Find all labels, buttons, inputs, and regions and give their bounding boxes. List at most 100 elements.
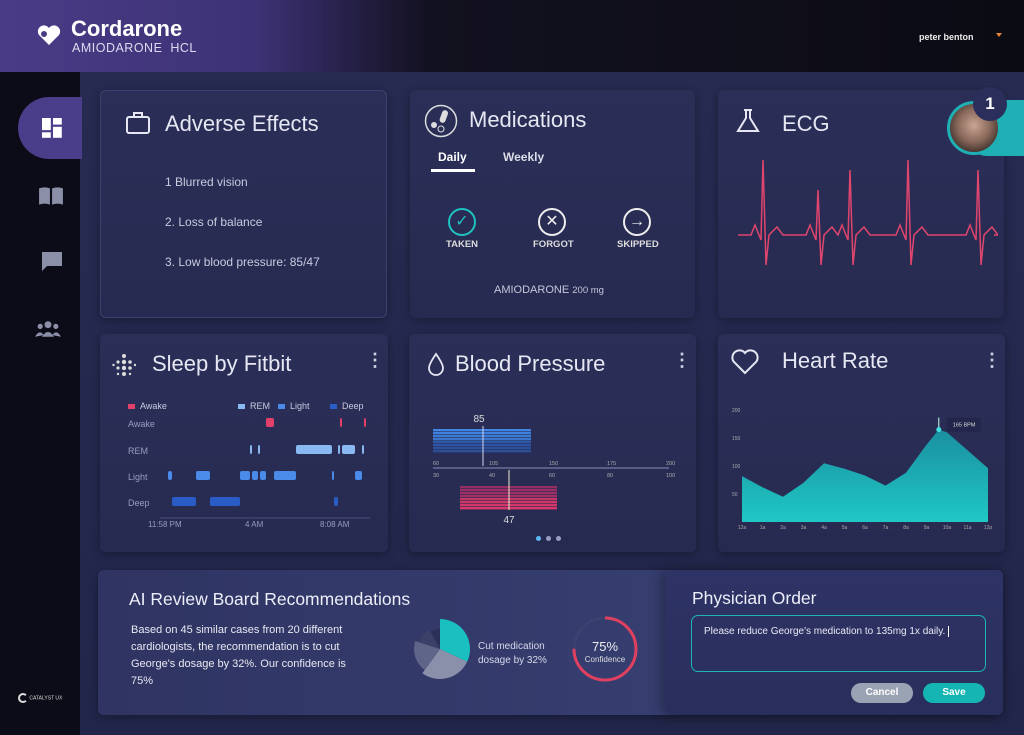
legend-label: Light <box>290 401 310 411</box>
drop-icon <box>428 352 444 376</box>
taken-label: TAKEN <box>446 239 479 250</box>
dose: 200 mg <box>572 285 604 296</box>
pie-slice <box>414 640 440 671</box>
sleep-segment <box>364 418 366 427</box>
dosage-pie-chart <box>414 619 470 679</box>
x-tick: 5a <box>842 525 848 530</box>
chat-icon[interactable] <box>39 251 65 273</box>
adverse-effect-item: 1 Blurred vision <box>165 175 248 189</box>
active-tab-indicator <box>431 169 475 172</box>
drug-dose: AMIODARONE 200 mg <box>494 284 604 296</box>
tab-daily[interactable]: Daily <box>438 150 467 164</box>
physician-order-title: Physician Order <box>692 588 817 608</box>
systolic-bar <box>433 447 531 450</box>
card-title: Blood Pressure <box>455 351 606 376</box>
confidence-value: 75% <box>591 639 619 654</box>
sleep-segment <box>332 471 334 480</box>
notification-badge[interactable]: 1 <box>973 87 1007 121</box>
ring-fill <box>572 616 638 682</box>
page-dot[interactable] <box>556 536 561 541</box>
forgot-label: FORGOT <box>533 239 574 250</box>
axis-tick: 175 <box>607 461 616 467</box>
systolic-bar <box>433 432 531 435</box>
time-label: 4 AM <box>245 520 264 529</box>
sleep-segment <box>260 471 266 480</box>
adverse-effect-item: 2. Loss of balance <box>165 215 263 229</box>
page-dot[interactable] <box>546 536 551 541</box>
adverse-effect-item: 3. Low blood pressure: 85/47 <box>165 255 320 269</box>
x-tick: 7a <box>883 525 889 530</box>
pie-slice <box>440 619 470 662</box>
sleep-segment <box>340 418 342 427</box>
order-textarea[interactable]: Please reduce George's medication to 135… <box>691 615 986 672</box>
time-label: 8:08 AM <box>320 520 350 529</box>
peak-tooltip <box>946 417 981 432</box>
user-name[interactable]: peter benton <box>919 32 974 42</box>
x-tick: 8a <box>903 525 909 530</box>
heart-rate-area <box>742 429 988 522</box>
legend-swatch <box>128 404 135 409</box>
time-label: 11:58 PM <box>148 520 182 529</box>
sleep-segment <box>252 471 258 480</box>
more-menu-icon[interactable]: ⋮ <box>983 350 1001 370</box>
systolic-bar <box>433 441 531 444</box>
card-title: Heart Rate <box>782 348 889 373</box>
dashboard-icon <box>42 118 62 138</box>
blood-pressure-card: Blood Pressure ⋮ 85 60 105 150 175 200 30 40 60 8… <box>409 334 696 552</box>
sleep-segment <box>355 471 362 480</box>
sleep-segment <box>338 445 340 454</box>
people-icon[interactable] <box>35 318 61 340</box>
axis-tick: 60 <box>549 473 555 479</box>
sleep-segment <box>172 497 196 506</box>
tab-weekly[interactable]: Weekly <box>503 150 545 164</box>
stage-label: Light <box>128 472 148 482</box>
x-tick: 4a <box>821 525 827 530</box>
systolic-bar <box>433 435 531 438</box>
sleep-segment <box>240 471 250 480</box>
skipped-arrow-icon[interactable]: → <box>623 208 651 236</box>
heart-rate-chart: 200 150 100 50 12a 1a 2a 3a 4a 5a 6a 7a 8a 9a 10a 11a 12… <box>732 408 993 530</box>
order-text: Please reduce George's medication to 135… <box>704 626 946 637</box>
adverse-effects-card: Adverse Effects 1 Blurred vision 2. Loss… <box>100 90 387 318</box>
sleep-segment <box>258 445 260 454</box>
cancel-button[interactable]: Cancel <box>851 683 913 703</box>
systolic-bar <box>433 429 531 432</box>
user-menu-caret-icon[interactable] <box>996 33 1002 37</box>
taken-check-icon[interactable]: ✓ <box>448 208 476 236</box>
x-tick: 1a <box>760 525 766 530</box>
x-tick: 12a <box>738 525 747 530</box>
sleep-segment <box>196 471 210 480</box>
x-tick: 2a <box>780 525 786 530</box>
pie-slice <box>419 629 440 649</box>
x-tick: 12p <box>984 525 993 530</box>
axis-tick: 30 <box>433 473 439 479</box>
card-title: Medications <box>469 107 587 132</box>
stage-label: REM <box>128 446 148 456</box>
skipped-label: SKIPPED <box>617 239 659 250</box>
book-icon[interactable] <box>38 185 64 207</box>
confidence-ring <box>572 616 638 682</box>
drug-name: AMIODARONE <box>494 284 570 296</box>
x-tick: 9a <box>924 525 930 530</box>
x-tick: 3a <box>801 525 807 530</box>
sleep-segment <box>334 497 338 506</box>
ai-review-title: AI Review Board Recommendations <box>129 589 411 609</box>
more-menu-icon[interactable]: ⋮ <box>366 350 384 370</box>
more-menu-icon[interactable]: ⋮ <box>673 350 691 370</box>
axis-tick: 60 <box>433 461 439 467</box>
sleep-segment <box>296 445 332 454</box>
briefcase-icon <box>126 112 150 134</box>
catalyst-brand: CATALYST UX <box>18 693 62 703</box>
sleep-chart: Awake REM Light Deep Awake REM Light Deep 11:58 … <box>128 401 370 529</box>
page-dot[interactable] <box>536 536 541 541</box>
pagination-dots <box>536 536 561 541</box>
forgot-x-icon[interactable]: ✕ <box>538 208 566 236</box>
card-title: ECG <box>782 111 830 136</box>
axis-tick: 200 <box>666 461 675 467</box>
sleep-segment <box>342 445 355 454</box>
fitbit-icon <box>112 354 136 376</box>
save-button[interactable]: Save <box>923 683 985 703</box>
pie-slice <box>422 649 468 679</box>
legend-label: REM <box>250 401 270 411</box>
card-title: Adverse Effects <box>165 111 319 136</box>
